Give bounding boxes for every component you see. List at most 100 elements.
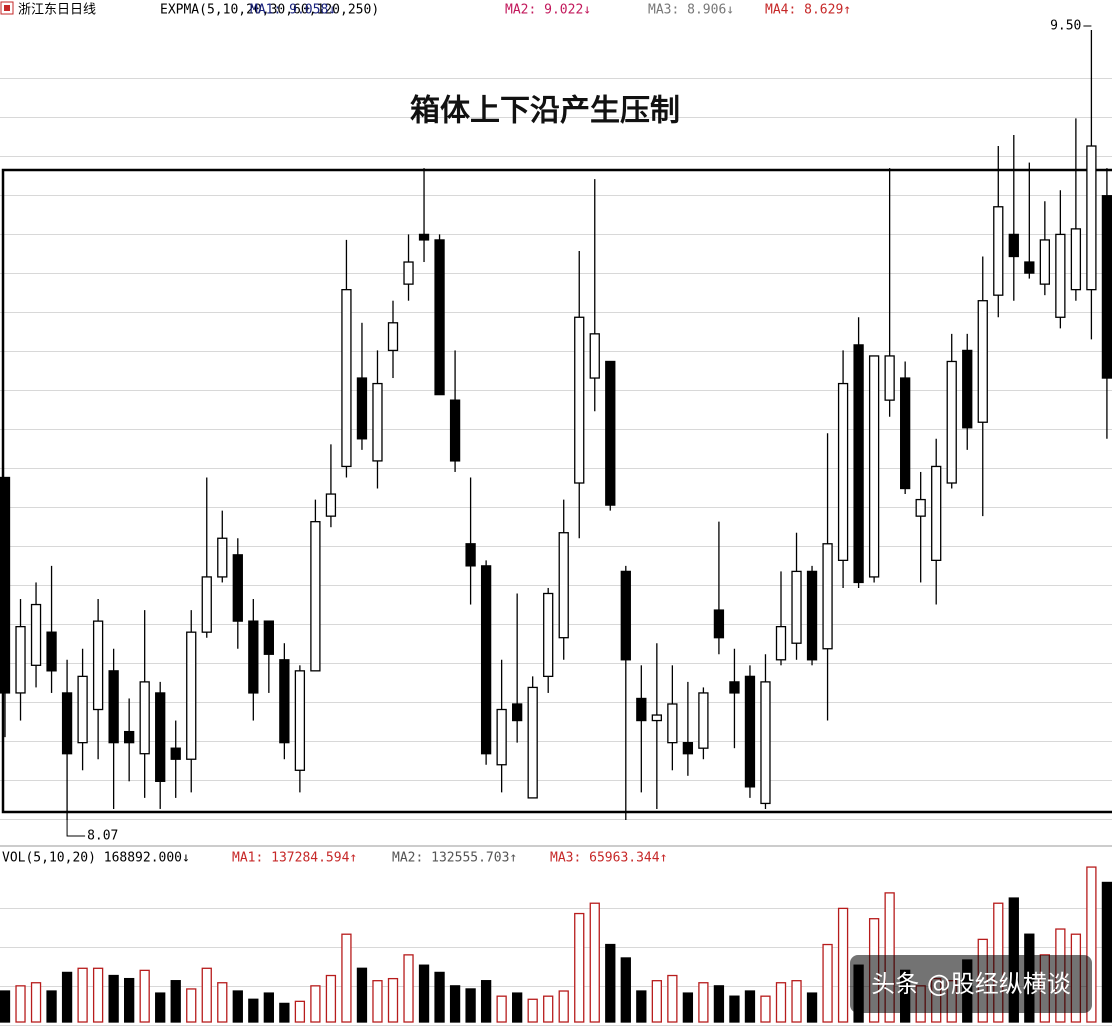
volume-bar xyxy=(698,982,709,1023)
candle-body xyxy=(92,620,104,711)
candle-body xyxy=(325,493,337,517)
volume-bar xyxy=(636,990,647,1023)
candle-body xyxy=(480,565,492,755)
candle-body xyxy=(791,570,802,644)
candle-body xyxy=(589,333,600,379)
candle-body xyxy=(651,714,662,722)
candle-body xyxy=(512,703,523,722)
candle-body xyxy=(1024,261,1035,274)
volume-bar xyxy=(403,954,414,1023)
candle-body xyxy=(729,681,740,694)
volume-bar xyxy=(527,998,538,1023)
candle-body xyxy=(449,399,461,462)
candle-body xyxy=(713,609,725,639)
candle-body xyxy=(636,697,647,722)
volume-bar xyxy=(605,943,616,1023)
volume-bar xyxy=(651,980,662,1023)
candle-body xyxy=(760,681,771,805)
candle-body xyxy=(744,675,756,788)
candle-body xyxy=(170,747,181,760)
candle-body xyxy=(775,625,787,661)
volume-bar xyxy=(263,992,274,1023)
candle-body xyxy=(403,261,414,285)
candle-body xyxy=(884,355,895,401)
low-label: 8.07 xyxy=(87,829,118,844)
volume-bar xyxy=(620,957,631,1023)
ma-label: MA4: 8.629↑ xyxy=(765,3,851,18)
volume-bar xyxy=(760,995,771,1023)
candle-body xyxy=(46,631,57,672)
candle-body xyxy=(248,620,259,694)
low-leader xyxy=(66,820,86,837)
candle-body xyxy=(962,349,973,429)
volume-bar xyxy=(186,988,197,1023)
candle-body xyxy=(294,670,306,771)
volume-bar xyxy=(325,974,337,1023)
volume-bar xyxy=(294,1000,306,1023)
candle-body xyxy=(15,625,26,694)
candle-body xyxy=(0,476,11,694)
volume-bar xyxy=(822,943,833,1023)
volume-bar xyxy=(1101,881,1112,1023)
volume-bar xyxy=(77,967,88,1023)
volume-bar xyxy=(791,980,802,1023)
volume-bar xyxy=(232,990,243,1023)
candle-body xyxy=(1101,195,1112,379)
candle-body xyxy=(341,289,352,468)
candle-body xyxy=(139,681,150,755)
candle-body xyxy=(372,382,383,462)
volume-bar xyxy=(729,995,740,1023)
candle-body xyxy=(1039,239,1050,285)
volume-bar xyxy=(170,980,181,1023)
candle-body xyxy=(868,355,880,578)
candle-body xyxy=(682,742,694,755)
volume-header: VOL(5,10,20) 168892.000↓ xyxy=(2,851,190,866)
candle-body xyxy=(418,233,430,241)
candle-body xyxy=(620,570,631,661)
candle-body xyxy=(667,703,678,744)
candle-body xyxy=(1008,233,1019,258)
candle-body xyxy=(217,537,228,578)
volume-bar xyxy=(465,988,476,1023)
candle-body xyxy=(77,675,88,744)
volume-ma-label: MA2: 132555.703↑ xyxy=(392,851,517,866)
watermark: 头条 @股经纵横谈 xyxy=(871,970,1071,998)
candle-body xyxy=(465,543,476,567)
candle-body xyxy=(30,603,42,666)
stock-icon-dot xyxy=(4,5,10,11)
ma-label: MA1: 9.058↓ xyxy=(250,3,336,18)
volume-bar xyxy=(201,967,212,1023)
candle-body xyxy=(946,360,957,484)
candle-body xyxy=(837,382,849,561)
volume-bar xyxy=(806,992,818,1023)
ma-label: MA3: 8.906↓ xyxy=(648,3,734,18)
candle-body xyxy=(356,377,368,440)
candle-body xyxy=(806,570,818,661)
candle-body xyxy=(124,730,135,744)
volume-bar xyxy=(837,907,849,1023)
box-range xyxy=(1,168,1112,814)
candle-body xyxy=(232,554,243,622)
candle-body xyxy=(186,631,197,760)
watermark-box xyxy=(850,955,1092,1013)
volume-bar xyxy=(108,974,119,1023)
volume-ma-label: MA3: 65963.344↑ xyxy=(550,851,667,866)
volume-bar xyxy=(124,977,135,1023)
candle-body xyxy=(1086,145,1097,291)
volume-bar xyxy=(387,977,399,1023)
volume-bar xyxy=(480,980,492,1023)
volume-bar xyxy=(512,992,523,1023)
candle-body xyxy=(1070,228,1082,291)
volume-bar xyxy=(279,1002,290,1023)
candle-body xyxy=(108,670,119,744)
volume-bar xyxy=(1086,866,1097,1023)
volume-bar xyxy=(682,992,694,1023)
candle-body xyxy=(61,692,73,755)
candle-body xyxy=(853,344,864,584)
high-label: 9.50 xyxy=(1050,19,1081,34)
volume-bar xyxy=(30,982,42,1023)
stock-name: 浙江东日日线 xyxy=(18,3,96,18)
volume-bar xyxy=(341,933,352,1023)
